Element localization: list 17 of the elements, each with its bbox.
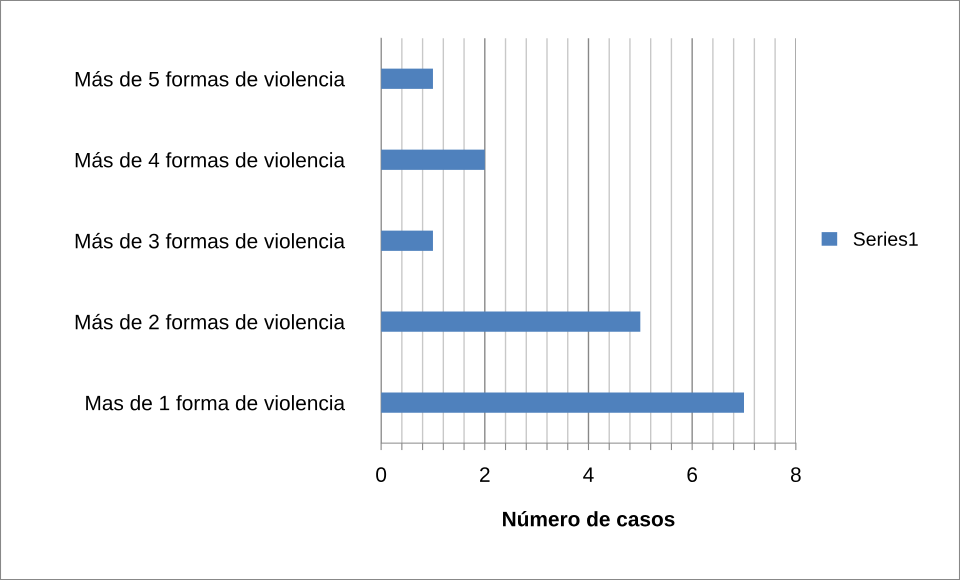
y-tick-label: Más de 4 formas de violencia bbox=[76, 152, 346, 168]
bar bbox=[381, 392, 744, 413]
y-tick-label: Más de 3 formas de violencia bbox=[76, 232, 346, 248]
bar bbox=[381, 230, 433, 251]
y-tick-label: Mas de 1 forma de violencia bbox=[86, 395, 346, 410]
x-axis-title: Número de casos bbox=[503, 510, 674, 526]
bar bbox=[381, 68, 433, 89]
y-tick-label: Más de 2 formas de violencia bbox=[76, 314, 346, 330]
bar bbox=[381, 312, 640, 332]
y-tick-label: Más de 5 formas de violencia bbox=[76, 70, 346, 87]
x-tick-label: 2 bbox=[480, 467, 490, 482]
x-tick-label: 4 bbox=[583, 467, 594, 482]
x-tick-label: 6 bbox=[687, 467, 698, 482]
bar bbox=[381, 150, 485, 170]
x-tick-label: 8 bbox=[790, 467, 801, 482]
legend-label: Series1 bbox=[854, 232, 918, 246]
x-tick-label: 0 bbox=[376, 467, 386, 482]
